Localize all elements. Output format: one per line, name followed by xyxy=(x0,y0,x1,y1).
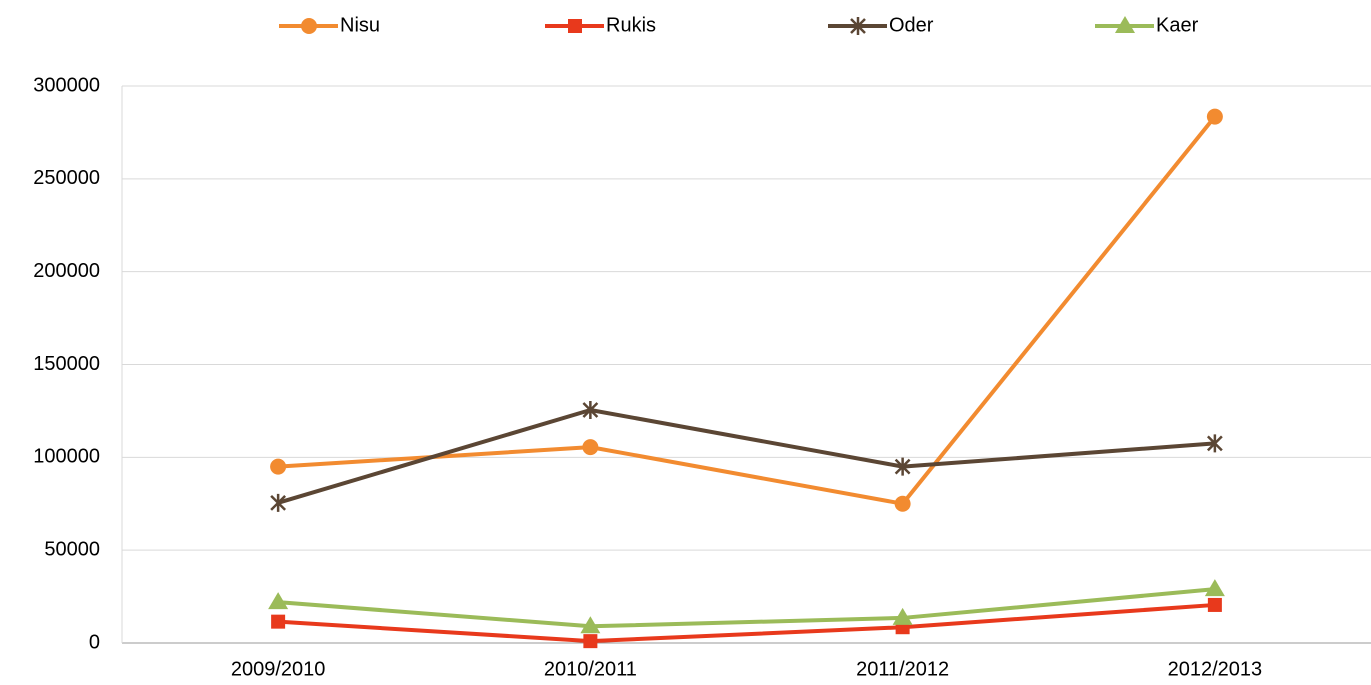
data-point xyxy=(892,607,913,625)
data-point xyxy=(580,616,601,634)
y-tick-label: 200000 xyxy=(33,260,100,282)
x-tick-label: 2009/2010 xyxy=(231,658,326,680)
y-tick-label: 100000 xyxy=(33,446,100,468)
x-tick-label: 2010/2011 xyxy=(544,658,637,680)
series-line xyxy=(278,115,1217,506)
data-point xyxy=(268,592,289,610)
series-line xyxy=(278,602,1216,644)
data-point xyxy=(894,495,911,512)
legend-marker xyxy=(568,19,582,33)
y-tick-label: 50000 xyxy=(44,538,100,560)
y-tick-label: 250000 xyxy=(33,167,100,189)
y-tick-label: 0 xyxy=(89,631,100,653)
data-point xyxy=(271,614,286,629)
data-point xyxy=(1206,108,1223,125)
legend-label: Oder xyxy=(889,14,934,36)
data-point xyxy=(894,457,911,476)
series-line xyxy=(277,407,1216,505)
legend-marker xyxy=(301,18,317,34)
legend-label: Nisu xyxy=(340,14,380,36)
y-tick-label: 150000 xyxy=(33,353,100,375)
data-point xyxy=(582,400,599,419)
data-point xyxy=(270,493,287,512)
legend-marker xyxy=(1115,16,1135,33)
x-tick-label: 2011/2012 xyxy=(856,658,949,680)
data-point xyxy=(582,439,599,456)
x-tick-label: 2012/2013 xyxy=(1168,658,1263,680)
data-point xyxy=(1206,434,1223,453)
data-point xyxy=(583,634,598,649)
legend-label: Rukis xyxy=(606,14,656,36)
data-point xyxy=(270,458,287,475)
series-line xyxy=(277,587,1216,629)
legend-label: Kaer xyxy=(1156,14,1199,36)
data-point xyxy=(1207,597,1222,612)
legend-marker xyxy=(850,17,866,35)
y-tick-label: 300000 xyxy=(33,74,100,96)
data-point xyxy=(1204,579,1225,597)
